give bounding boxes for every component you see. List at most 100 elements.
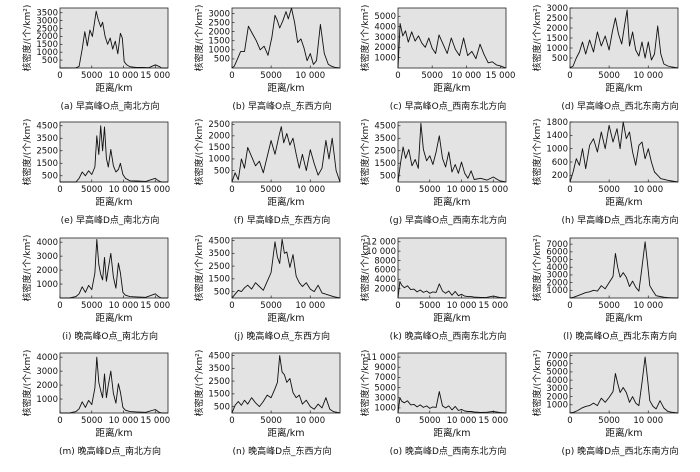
x-tick-label: 10 000 (295, 416, 325, 426)
x-tick-label: 15 000 (478, 185, 508, 195)
subplot-caption: (k) 晚高峰O点_西南东北方向 (390, 330, 507, 342)
x-axis-label: 距离/km (434, 82, 471, 94)
y-axis-label: 核密度/(个/km²) (21, 235, 33, 302)
x-tick-label: 5000 (81, 416, 103, 426)
subplot-caption: (g) 早高峰O点_西南东北方向 (389, 214, 506, 226)
x-tick-label: 5000 (81, 185, 103, 195)
y-tick-label: 4000 (374, 275, 396, 285)
subplot-caption: (c) 早高峰O点_西南东北方向 (390, 100, 506, 112)
x-axis-label: 距离/km (96, 196, 133, 208)
y-tick-label: 6000 (546, 248, 568, 258)
plot-area (397, 7, 507, 69)
y-tick-label: 2000 (36, 266, 58, 276)
y-tick-label: 1000 (36, 395, 58, 405)
y-tick-label: 1000 (36, 48, 58, 58)
x-axis-label: 距离/km (606, 82, 643, 94)
subplot-caption: (i) 晚高峰O点_南北方向 (62, 330, 158, 342)
x-axis-label: 距离/km (268, 312, 305, 324)
plot-area (231, 237, 341, 299)
x-tick-label: 10 000 (447, 185, 477, 195)
y-tick-label: 3500 (36, 9, 58, 19)
y-tick-label: 2000 (36, 32, 58, 42)
y-tick-label: 1000 (546, 144, 568, 154)
y-tick-label: 1500 (374, 159, 396, 169)
x-tick-label: 0 (395, 71, 400, 81)
y-tick-label: 2500 (208, 377, 230, 387)
y-axis-label: 核密度/(个/km²) (531, 5, 543, 72)
x-axis-label: 距离/km (434, 196, 471, 208)
y-tick-label: 7000 (374, 373, 396, 383)
x-tick-label: 10 000 (633, 71, 663, 81)
y-tick-label: 3000 (546, 384, 568, 394)
x-tick-label: 5000 (598, 301, 620, 311)
x-tick-label: 10 000 (451, 71, 481, 81)
x-tick-label: 5000 (260, 71, 282, 81)
y-tick-label: 8000 (374, 256, 396, 266)
y-tick-label: 3000 (546, 271, 568, 281)
y-tick-label: 1000 (36, 280, 58, 290)
y-tick-label: 500 (214, 55, 230, 65)
x-tick-label: 0 (567, 301, 572, 311)
density-line (397, 281, 507, 299)
y-tick-label: 1500 (546, 34, 568, 44)
subplot-7: 200 600 1000 1400 1800 0 5000 10 000 核密度/(个/km²)… (531, 118, 679, 226)
y-tick-label: 3500 (208, 364, 230, 374)
x-tick-label: 10 000 (633, 416, 663, 426)
y-tick-label: 2500 (208, 262, 230, 272)
y-tick-label: 3500 (36, 134, 58, 144)
x-tick-label: 5000 (81, 71, 103, 81)
y-tick-label: 4500 (208, 236, 230, 246)
y-axis-label: 核密度/(个/km²) (21, 5, 33, 72)
y-tick-label: 500 (214, 166, 230, 176)
y-tick-label: 3000 (546, 4, 568, 14)
x-tick-label: 15 000 (486, 71, 516, 81)
x-tick-label: 0 (57, 416, 62, 426)
x-tick-label: 10 000 (109, 185, 139, 195)
plot-area (59, 352, 169, 414)
y-axis-label: 核密度/(个/km²) (359, 235, 371, 302)
x-axis-label: 距离/km (434, 427, 471, 439)
x-tick-label: 5000 (598, 71, 620, 81)
y-tick-label: 1500 (208, 143, 230, 153)
subplot-caption: (l) 晚高峰O点_西北东南方向 (563, 330, 677, 342)
y-axis-label: 核密度/(个/km²) (193, 350, 205, 417)
y-tick-label: 2500 (208, 120, 230, 130)
density-line (60, 238, 168, 299)
y-tick-label: 5000 (374, 12, 396, 22)
x-axis-label: 距离/km (606, 196, 643, 208)
y-tick-label: 500 (42, 172, 58, 182)
subplot-caption: (d) 早高峰O点_西北东南方向 (561, 100, 678, 112)
y-tick-label: 4000 (36, 353, 58, 363)
y-tick-label: 500 (552, 54, 568, 64)
y-tick-label: 1000 (546, 401, 568, 411)
x-axis-label: 距离/km (434, 312, 471, 324)
y-tick-label: 1500 (208, 37, 230, 47)
x-tick-label: 5000 (260, 185, 282, 195)
x-axis-label: 距离/km (268, 196, 305, 208)
y-tick-label: 2000 (208, 132, 230, 142)
y-tick-label: 1800 (546, 118, 568, 128)
plot-area (569, 352, 679, 414)
x-tick-label: 15 000 (140, 71, 170, 81)
y-tick-label: 500 (380, 172, 396, 182)
y-tick-label: 4500 (374, 122, 396, 132)
y-tick-label: 2000 (546, 278, 568, 288)
y-tick-label: 3500 (374, 134, 396, 144)
y-tick-label: 2500 (374, 147, 396, 157)
density-line (231, 7, 341, 69)
x-tick-label: 10 000 (447, 416, 477, 426)
x-tick-label: 5000 (598, 185, 620, 195)
y-tick-label: 11 000 (366, 353, 396, 363)
x-axis-label: 距离/km (96, 427, 133, 439)
y-tick-label: 5000 (546, 368, 568, 378)
y-tick-label: 2500 (36, 24, 58, 34)
y-tick-label: 3000 (36, 252, 58, 262)
y-tick-label: 1000 (374, 404, 396, 414)
y-tick-label: 3000 (374, 33, 396, 43)
